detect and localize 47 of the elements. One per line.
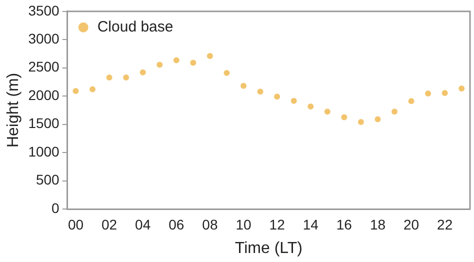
y-tick-label: 1500 [28,115,60,132]
point [190,60,196,66]
x-tick-label: 06 [168,216,184,232]
y-tick-label: 3500 [28,2,60,18]
point [308,104,314,110]
x-tick-label: 10 [236,216,252,232]
point [257,88,264,95]
point [290,98,297,104]
point [206,53,213,59]
point [341,114,348,120]
x-tick-label: 14 [302,216,319,232]
y-tick-label: 2500 [28,58,60,75]
legend-label: Cloud base [97,18,174,36]
point [425,90,432,97]
x-tick-label: 04 [135,216,151,232]
y-tick-label: 500 [36,172,60,188]
point [324,108,330,115]
y-tick-label: 3000 [28,30,60,46]
point [442,90,448,96]
y-tick-label: 1000 [28,143,60,160]
x-tick-label: 18 [370,216,386,232]
x-tick-label: 00 [68,216,84,232]
x-tick-label: 20 [403,216,420,232]
point [274,94,280,100]
point [408,98,414,104]
x-tick-label: 16 [336,216,352,232]
y-tick-label: 0 [52,200,60,216]
point [458,85,465,92]
x-axis-title: Time (LT) [234,240,302,257]
point [374,116,381,122]
y-axis-title: Height (m) [5,72,22,148]
y-tick-label: 2000 [28,86,60,103]
point [123,74,130,80]
point [156,62,163,68]
point [140,69,146,76]
point [173,57,180,64]
point [358,119,364,126]
point [392,108,398,115]
point [90,86,96,92]
x-tick-label: 12 [269,216,286,232]
point [106,74,112,80]
x-tick-label: 08 [202,216,218,232]
point [72,88,79,94]
x-tick-label: 02 [102,216,118,232]
x-tick-label: 22 [437,216,453,232]
point [224,70,230,76]
point [240,82,247,89]
